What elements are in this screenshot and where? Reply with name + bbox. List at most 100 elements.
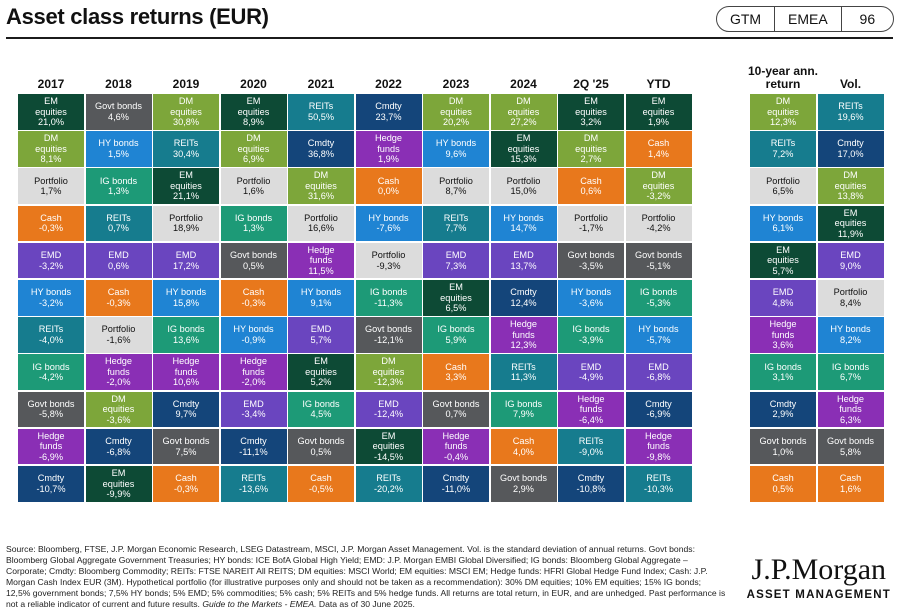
cell-return-value: -4,2% xyxy=(646,223,671,234)
cell-asset-label: Portfolio xyxy=(34,175,68,186)
cell-asset-label: EMD xyxy=(175,250,197,261)
cell-2021-cash: Cash -0,5% xyxy=(288,466,354,502)
cell-return-value: 13,6% xyxy=(172,334,200,345)
cell-return-value: -5,7% xyxy=(646,334,671,345)
cell-return-value: 11,3% xyxy=(510,372,537,383)
column-header-2017: 2017 xyxy=(37,77,65,91)
cell-return-value: 1,6% xyxy=(243,186,264,197)
cell-return-value: 13,8% xyxy=(837,191,864,202)
cell-2018-hedge-funds: Hedge funds -2,0% xyxy=(85,354,152,390)
cell-asset-label: EM equities xyxy=(575,96,607,117)
cell-10-year-ann-return-dm-equities: DM equities 12,3% xyxy=(750,94,816,130)
cell-2024-hy-bonds: HY bonds 14,7% xyxy=(490,205,557,242)
cell-asset-label: REITs xyxy=(511,361,536,372)
cell-2020-hy-bonds: HY bonds -0,9% xyxy=(220,317,287,353)
cell-return-value: 2,7% xyxy=(580,154,602,165)
cell-asset-label: Hedge funds xyxy=(307,244,335,266)
cell-return-value: 1,0% xyxy=(772,446,794,457)
cell-return-value: -0,3% xyxy=(241,297,266,308)
cell-return-value: -11,3% xyxy=(374,297,403,308)
cell-asset-label: EMD xyxy=(580,361,602,372)
cell-asset-label: Cash xyxy=(772,473,794,484)
cell-2q-25-govt-bonds: Govt bonds -3,5% xyxy=(558,242,624,279)
cell-asset-label: Govt bonds xyxy=(297,436,345,447)
column-header-2023: 2023 xyxy=(442,77,470,91)
cell-return-value: -10,3% xyxy=(643,483,674,494)
cell-asset-label: EM equities xyxy=(372,430,405,452)
cell-return-value: -2,0% xyxy=(241,377,266,388)
cell-2q-25-portfolio: Portfolio -1,7% xyxy=(558,205,624,242)
cell-2023-reits: REITs 7,7% xyxy=(423,205,489,242)
cell-return-value: -4,0% xyxy=(38,334,63,345)
cell-2022-reits: REITs -20,2% xyxy=(355,466,422,502)
cell-2018-cmdty: Cmdty -6,8% xyxy=(85,428,152,465)
cell-asset-label: IG bonds xyxy=(831,361,870,372)
cell-ytd-emd: EMD -6,8% xyxy=(625,354,692,390)
cell-asset-label: Govt bonds xyxy=(162,436,210,447)
cell-asset-label: REITs xyxy=(443,212,469,223)
cell-2023-hedge-funds: Hedge funds -0,4% xyxy=(423,428,489,465)
cell-ytd-dm-equities: DM equities -3,2% xyxy=(625,168,692,204)
cell-asset-label: DM equities xyxy=(642,170,675,191)
jpmorgan-logo: J.P.Morgan ASSET MANAGEMENT xyxy=(747,553,891,602)
cell-10-year-ann-return-emd: EMD 4,8% xyxy=(750,280,816,316)
cell-return-value: -0,3% xyxy=(38,223,63,234)
cell-2021-em-equities: EM equities 5,2% xyxy=(288,354,354,390)
cell-asset-label: EMD xyxy=(378,398,399,409)
cell-2018-cash: Cash -0,3% xyxy=(85,280,152,316)
cell-asset-label: Portfolio xyxy=(641,212,676,223)
cell-return-value: 5,7% xyxy=(310,334,332,345)
cell-return-value: 1,3% xyxy=(243,223,264,234)
cell-2q-25-hy-bonds: HY bonds -3,6% xyxy=(558,280,624,316)
cell-asset-label: Cmdty xyxy=(307,138,335,149)
cell-asset-label: Portfolio xyxy=(439,175,473,186)
cell-return-value: 7,2% xyxy=(772,148,794,159)
cell-return-value: 13,7% xyxy=(510,260,537,271)
cell-2023-em-equities: EM equities 6,5% xyxy=(423,280,489,316)
cell-2023-cash: Cash 3,3% xyxy=(423,354,489,390)
cell-10-year-ann-return-reits: REITs 7,2% xyxy=(750,131,816,167)
cell-return-value: 0,5% xyxy=(310,446,332,457)
cell-asset-label: HY bonds xyxy=(503,212,544,223)
cell-asset-label: Hedge funds xyxy=(37,430,65,452)
cell-10-year-ann-return-ig-bonds: IG bonds 3,1% xyxy=(750,354,816,390)
cell-asset-label: Cmdty xyxy=(240,436,267,447)
cell-2023-portfolio: Portfolio 8,7% xyxy=(423,168,489,204)
cell-return-value: -12,3% xyxy=(373,377,404,388)
logo-brand: J.P.Morgan xyxy=(751,553,887,586)
source-text: Source: Bloomberg, FTSE, J.P. Morgan Eco… xyxy=(6,544,726,610)
cell-return-value: -2,0% xyxy=(106,377,131,388)
cell-asset-label: Portfolio xyxy=(833,287,868,298)
cell-asset-label: DM equities xyxy=(440,96,472,117)
cell-asset-label: IG bonds xyxy=(99,175,138,186)
cell-asset-label: IG bonds xyxy=(764,361,802,372)
cell-2022-portfolio: Portfolio -9,3% xyxy=(355,242,422,279)
cell-return-value: -0,3% xyxy=(106,297,131,308)
cell-return-value: 5,2% xyxy=(310,377,332,388)
cell-vol-portfolio: Portfolio 8,4% xyxy=(817,280,884,316)
cell-return-value: 15,3% xyxy=(510,154,537,165)
cell-asset-label: Cmdty xyxy=(645,398,672,409)
cell-2021-govt-bonds: Govt bonds 0,5% xyxy=(288,428,354,465)
cell-2021-hedge-funds: Hedge funds 11,5% xyxy=(288,242,354,279)
column-header-10-year-ann-return: 10-year ann. return xyxy=(747,64,819,91)
cell-return-value: -0,5% xyxy=(308,483,333,494)
cell-vol-hedge-funds: Hedge funds 6,3% xyxy=(817,391,884,428)
cell-2019-cmdty: Cmdty 9,7% xyxy=(153,391,219,428)
cell-asset-label: Cmdty xyxy=(105,436,132,447)
column-header-2022: 2022 xyxy=(375,77,402,91)
cell-return-value: -3,6% xyxy=(578,297,603,308)
cell-asset-label: REITs xyxy=(173,138,199,149)
cell-2022-dm-equities: DM equities -12,3% xyxy=(355,354,422,390)
cell-return-value: 6,5% xyxy=(772,186,794,197)
cell-2017-emd: EMD -3,2% xyxy=(18,242,84,279)
cell-2024-dm-equities: DM equities 27,2% xyxy=(490,94,557,130)
cell-2024-hedge-funds: Hedge funds 12,3% xyxy=(490,317,557,353)
cell-asset-label: Portfolio xyxy=(371,250,406,261)
cell-asset-label: Govt bonds xyxy=(759,436,807,447)
cell-asset-label: REITs xyxy=(646,473,671,484)
cell-2023-hy-bonds: HY bonds 9,6% xyxy=(423,131,489,167)
cell-return-value: 23,7% xyxy=(375,111,402,122)
cell-2020-portfolio: Portfolio 1,6% xyxy=(220,168,287,204)
cell-return-value: -3,2% xyxy=(38,297,63,308)
